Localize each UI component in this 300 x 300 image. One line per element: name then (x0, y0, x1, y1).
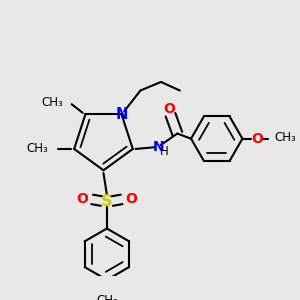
Text: O: O (125, 192, 137, 206)
Text: N: N (153, 140, 164, 154)
Text: CH₃: CH₃ (96, 294, 118, 300)
Text: O: O (76, 192, 88, 206)
Text: S: S (101, 194, 112, 208)
Text: H: H (160, 145, 169, 158)
Text: N: N (116, 107, 128, 122)
Text: CH₃: CH₃ (274, 131, 296, 145)
Text: O: O (251, 132, 263, 146)
Text: CH₃: CH₃ (41, 96, 63, 109)
Text: CH₃: CH₃ (27, 142, 49, 155)
Text: O: O (163, 101, 175, 116)
